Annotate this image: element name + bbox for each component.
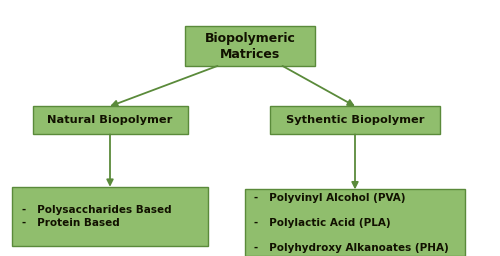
FancyBboxPatch shape <box>245 189 465 256</box>
Text: Biopolymeric
Matrices: Biopolymeric Matrices <box>204 31 296 61</box>
Text: Sythentic Biopolymer: Sythentic Biopolymer <box>286 115 424 125</box>
Text: Natural Biopolymer: Natural Biopolymer <box>48 115 172 125</box>
Text: -   Polyvinyl Alcohol (PVA)

-   Polylactic Acid (PLA)

-   Polyhydroxy Alkanoat: - Polyvinyl Alcohol (PVA) - Polylactic A… <box>254 193 449 252</box>
FancyBboxPatch shape <box>270 106 440 134</box>
FancyBboxPatch shape <box>12 187 207 246</box>
FancyBboxPatch shape <box>32 106 188 134</box>
FancyBboxPatch shape <box>185 26 315 66</box>
Text: -   Polysaccharides Based
-   Protein Based: - Polysaccharides Based - Protein Based <box>22 205 171 228</box>
